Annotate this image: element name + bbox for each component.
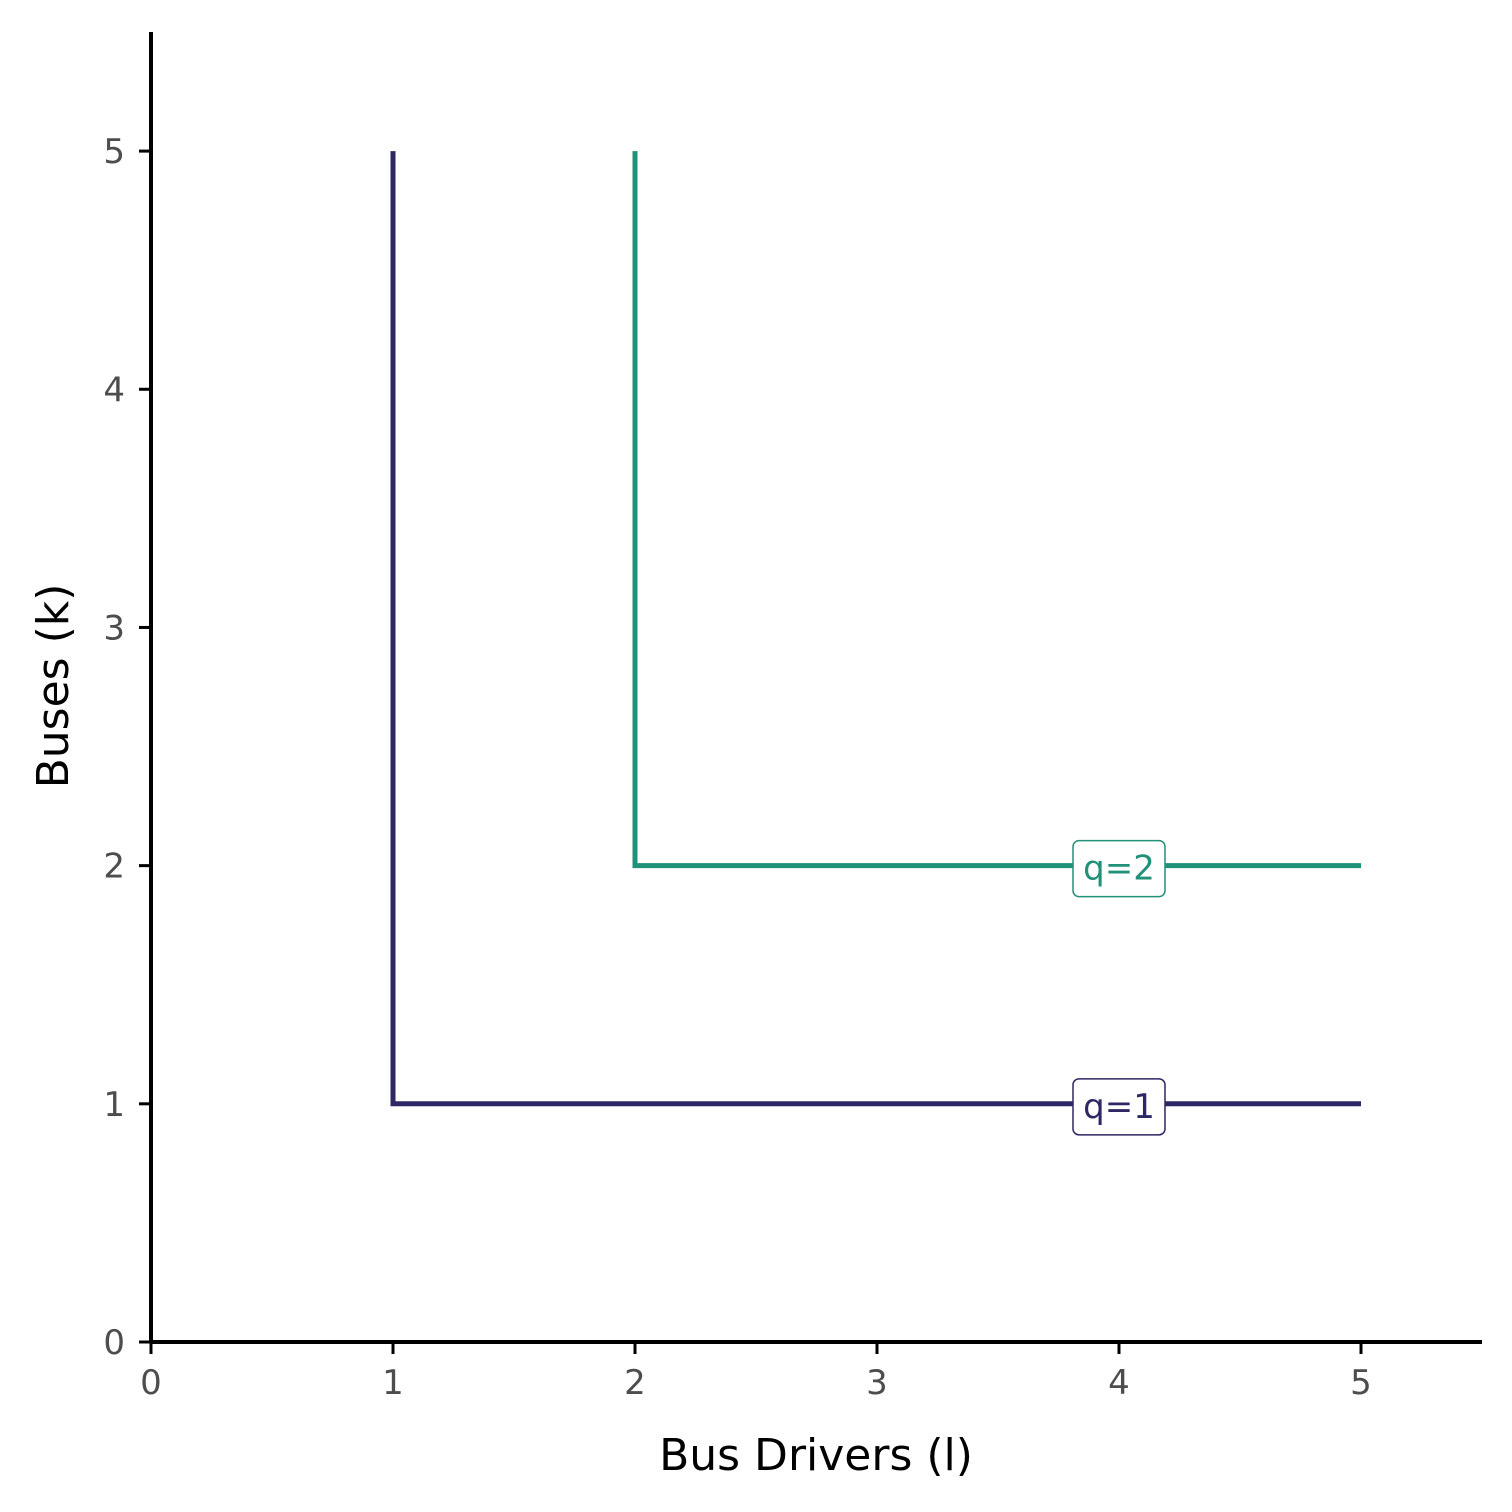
x-tick-label: 3	[866, 1363, 888, 1403]
x-tick-label: 0	[140, 1363, 162, 1403]
series-label-box-1	[1072, 1078, 1166, 1136]
y-axis-title: Buses (k)	[28, 584, 79, 789]
y-tick-label: 0	[103, 1323, 125, 1363]
y-tick-label: 1	[103, 1085, 125, 1125]
y-tick-label: 5	[103, 132, 125, 172]
x-tick-label: 5	[1350, 1363, 1372, 1403]
x-axis-title: Bus Drivers (l)	[659, 1430, 973, 1481]
series-line-1	[390, 151, 1361, 1107]
x-tick-label: 4	[1108, 1363, 1130, 1403]
series-label-box-2	[1072, 839, 1166, 898]
series-label-2: q=2	[1083, 849, 1155, 889]
y-tick-label: 3	[103, 608, 125, 648]
series-layer	[390, 151, 1361, 1107]
series-line-2	[632, 151, 1361, 869]
series-label-1: q=1	[1083, 1087, 1155, 1127]
axes-layer: 0 1 2 3 4 5 0 1 2 3 4 5	[103, 32, 1482, 1403]
y-tick-label: 4	[103, 370, 125, 410]
y-tick-label: 2	[103, 847, 125, 887]
x-tick-label: 1	[382, 1363, 404, 1403]
x-tick-label: 2	[624, 1363, 646, 1403]
labels-layer: q=1 q=2	[1072, 839, 1166, 1136]
